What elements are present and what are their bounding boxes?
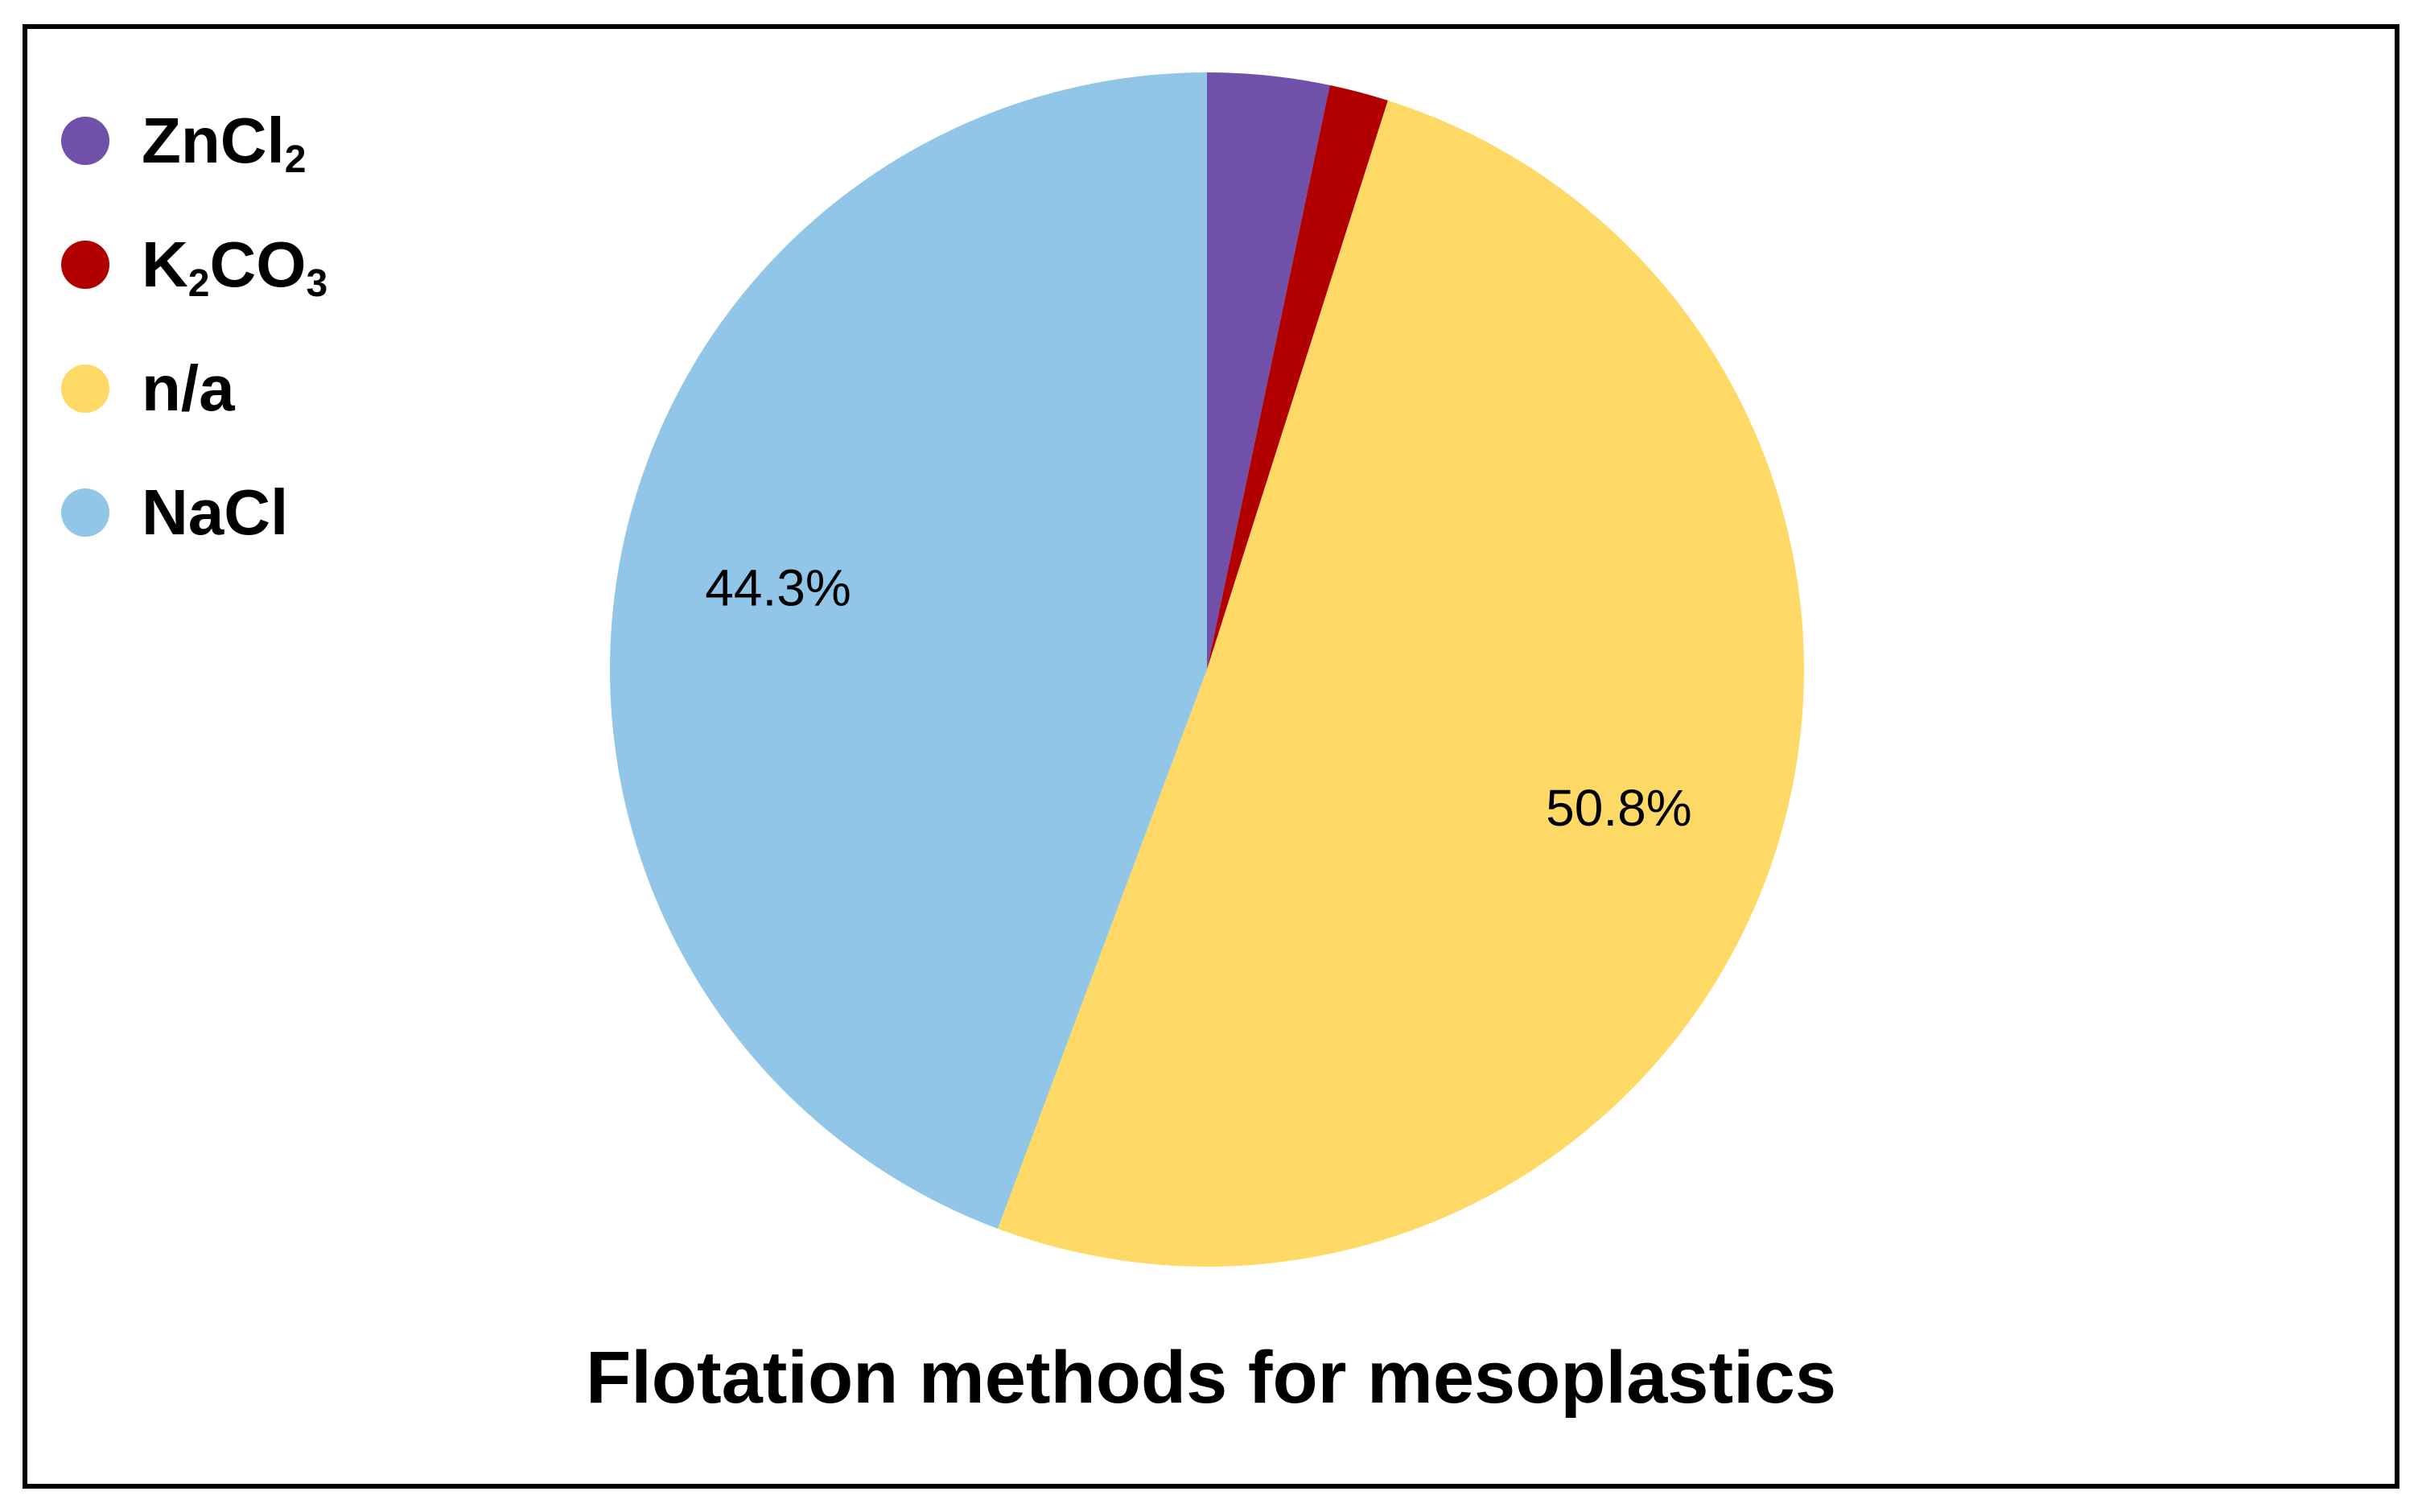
pie-slices: [609, 72, 1805, 1267]
legend-item-na: n/a: [61, 327, 327, 451]
legend-label-na: n/a: [142, 352, 235, 424]
pie-slice-zncl: [1207, 72, 1330, 669]
legend: ZnCl2 K2CO3 n/a NaCl: [61, 79, 327, 575]
legend-label-nacl: NaCl: [142, 476, 289, 548]
pie-data-label-na: 50.8%: [1546, 779, 1691, 837]
legend-label-k2co3: K2CO3: [142, 229, 328, 305]
legend-swatch-na: [61, 365, 109, 413]
legend-swatch-nacl: [61, 488, 109, 537]
legend-swatch-k2co3: [61, 241, 109, 289]
legend-swatch-zncl2: [61, 117, 109, 165]
pie-slice-na: [997, 100, 1805, 1267]
pie-slice-k: [1207, 84, 1388, 669]
pie-data-label-nacl: 44.3%: [705, 558, 851, 616]
legend-item-zncl2: ZnCl2: [61, 79, 327, 203]
legend-label-zncl2: ZnCl2: [142, 105, 307, 181]
chart-title: Flotation methods for mesoplastics: [586, 1337, 1836, 1419]
legend-item-k2co3: K2CO3: [61, 203, 327, 327]
pie-slice-nacl: [609, 72, 1207, 1229]
legend-item-nacl: NaCl: [61, 451, 327, 575]
pie-data-labels: 50.8% 44.3%: [705, 558, 1691, 837]
